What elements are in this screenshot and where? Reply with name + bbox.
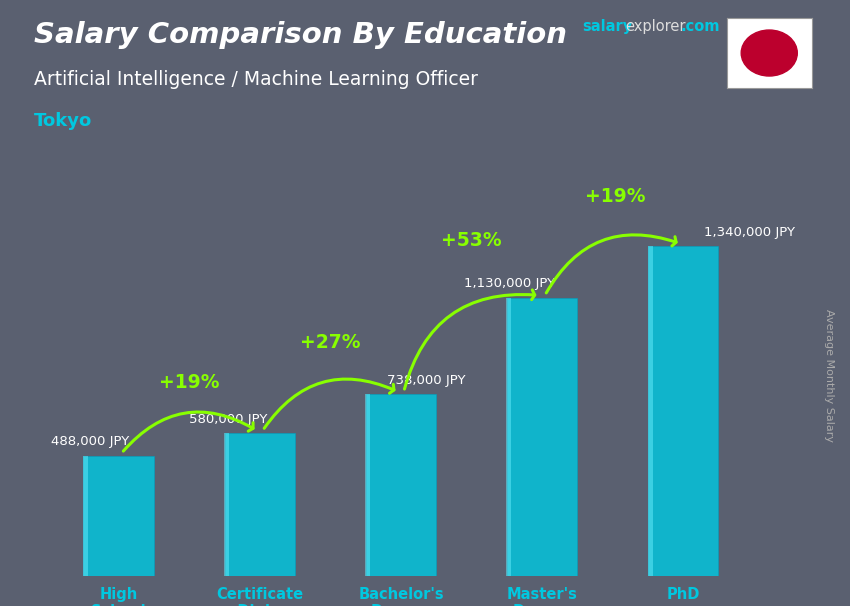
Bar	[648, 246, 653, 576]
Bar	[224, 433, 295, 576]
Text: +19%: +19%	[159, 373, 219, 393]
Text: Artificial Intelligence / Machine Learning Officer: Artificial Intelligence / Machine Learni…	[34, 70, 478, 88]
Text: 1,130,000 JPY: 1,130,000 JPY	[464, 278, 556, 290]
Bar	[366, 394, 436, 576]
Bar	[366, 394, 371, 576]
Text: +19%: +19%	[585, 187, 646, 205]
Text: Average Monthly Salary: Average Monthly Salary	[824, 309, 834, 442]
Text: Salary Comparison By Education: Salary Comparison By Education	[34, 21, 567, 49]
Bar	[83, 456, 88, 576]
Bar	[507, 298, 512, 576]
Text: 1,340,000 JPY: 1,340,000 JPY	[705, 225, 796, 239]
Text: explorer: explorer	[625, 19, 685, 35]
Circle shape	[741, 30, 797, 76]
Bar	[507, 298, 577, 576]
Text: 738,000 JPY: 738,000 JPY	[387, 374, 465, 387]
Text: +27%: +27%	[300, 333, 360, 352]
Text: salary: salary	[582, 19, 632, 35]
Text: 580,000 JPY: 580,000 JPY	[190, 413, 268, 425]
Text: 488,000 JPY: 488,000 JPY	[51, 435, 129, 448]
Text: .com: .com	[680, 19, 719, 35]
Bar	[83, 456, 154, 576]
Text: Tokyo: Tokyo	[34, 112, 93, 130]
Text: +53%: +53%	[441, 231, 502, 250]
Bar	[648, 246, 718, 576]
Bar	[224, 433, 230, 576]
